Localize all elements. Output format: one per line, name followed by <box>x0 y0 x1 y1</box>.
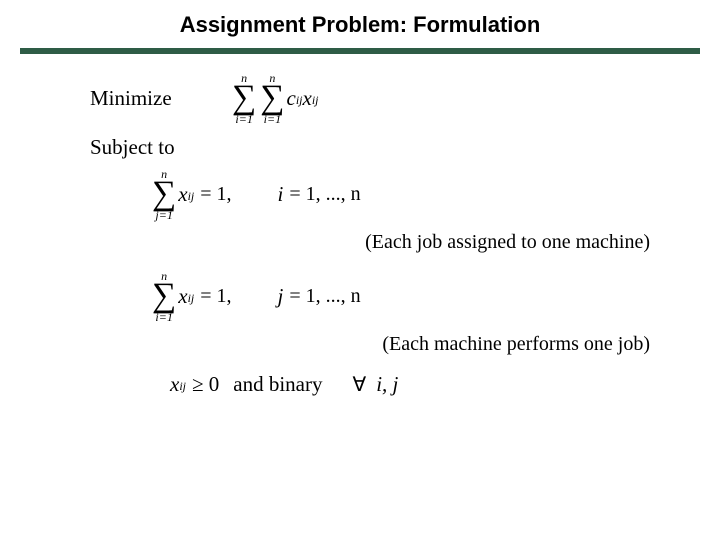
sigma-symbol: ∑ <box>260 84 284 113</box>
range-rhs: = 1, ..., n <box>289 183 360 206</box>
var: x <box>178 284 187 309</box>
var: x <box>170 372 179 397</box>
sigma-symbol: ∑ <box>152 180 176 209</box>
constraint2-row: n ∑ i=1 xij = 1, j = 1, ..., n <box>150 270 670 323</box>
indices: i, j <box>376 372 398 397</box>
sum-outer: n ∑ i=1 <box>232 72 256 125</box>
range-var: j <box>278 284 284 309</box>
sum-lower: j=1 <box>155 209 172 221</box>
rhs: = 1, <box>200 285 231 308</box>
bounds-row: xij ≥ 0 and binary ∀ i, j <box>170 372 670 397</box>
subject-to-label: Subject to <box>90 135 670 160</box>
var: x <box>303 86 312 111</box>
sigma-symbol: ∑ <box>152 282 176 311</box>
sum-c2: n ∑ i=1 <box>152 270 176 323</box>
var-sub: ij <box>312 93 319 108</box>
range-rhs: = 1, ..., n <box>289 285 360 308</box>
var: x <box>178 182 187 207</box>
var-sub: ij <box>188 291 195 306</box>
formulation-body: Minimize n ∑ i=1 n ∑ i=1 cij xij Subject… <box>0 72 720 397</box>
sum-lower: i=1 <box>155 311 172 323</box>
minimize-label: Minimize <box>90 86 230 111</box>
extra: and binary <box>233 372 322 397</box>
page-title: Assignment Problem: Formulation <box>0 0 720 48</box>
coef-sub: ij <box>296 93 303 108</box>
rhs: = 1, <box>200 183 231 206</box>
sum-lower: i=1 <box>235 113 252 125</box>
cond: ≥ 0 <box>192 372 219 397</box>
sigma-symbol: ∑ <box>232 84 256 113</box>
constraint2-annotation: (Each machine performs one job) <box>90 333 670 356</box>
title-rule <box>20 48 700 54</box>
sum-lower: i=1 <box>264 113 281 125</box>
coef: c <box>287 86 296 111</box>
objective-row: Minimize n ∑ i=1 n ∑ i=1 cij xij <box>90 72 670 125</box>
var-sub: ij <box>179 379 186 394</box>
constraint1-annotation: (Each job assigned to one machine) <box>90 231 670 254</box>
var-sub: ij <box>188 189 195 204</box>
sum-c1: n ∑ j=1 <box>152 168 176 221</box>
constraint1-row: n ∑ j=1 xij = 1, i = 1, ..., n <box>150 168 670 221</box>
range-var: i <box>278 182 284 207</box>
sum-inner: n ∑ i=1 <box>260 72 284 125</box>
forall-symbol: ∀ <box>353 372 367 397</box>
